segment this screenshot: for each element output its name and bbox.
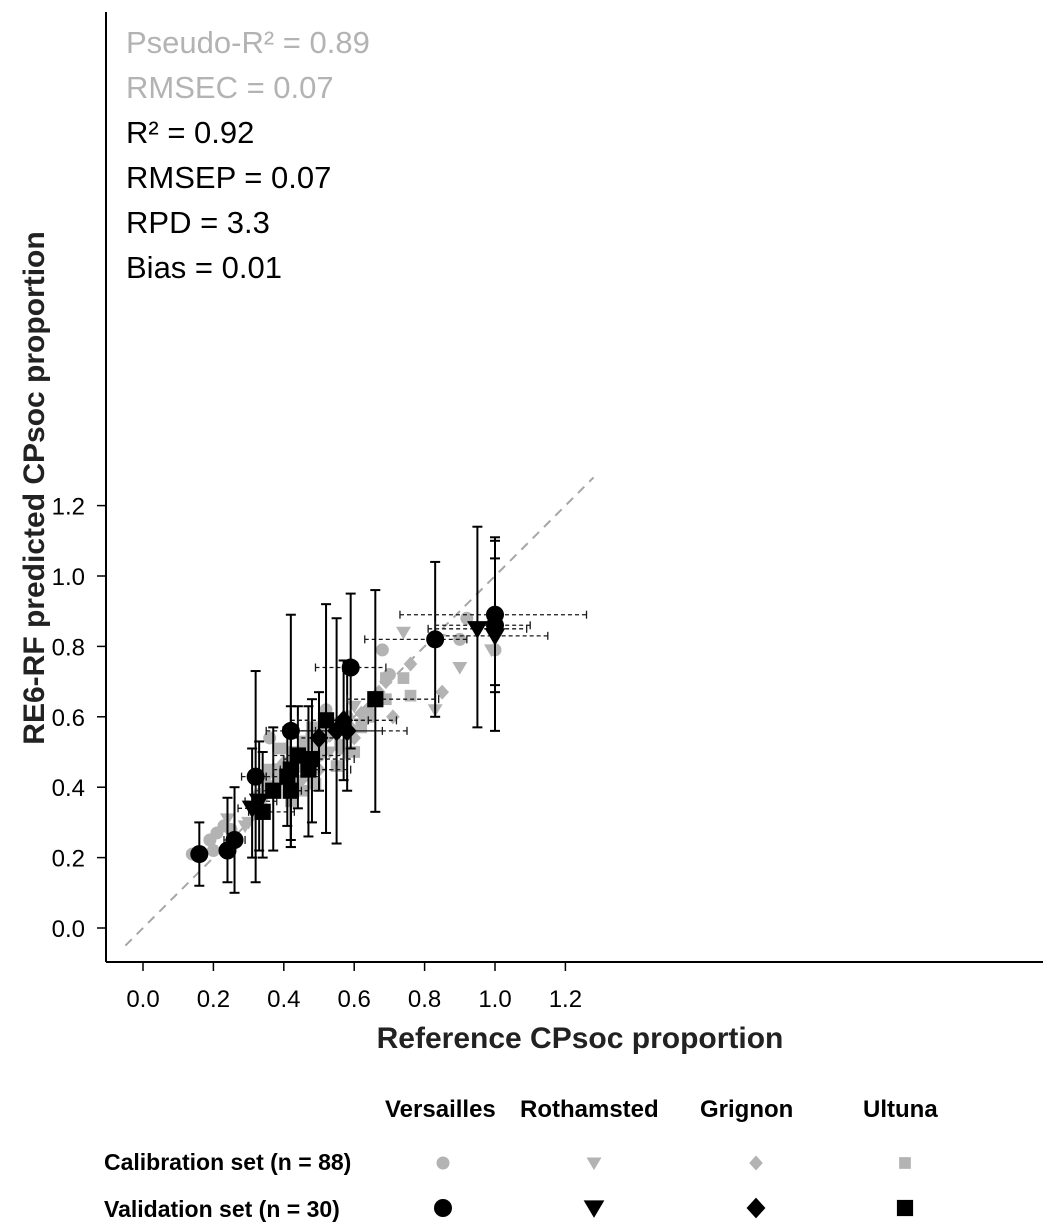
x-tick-label: 1.2 [549,986,582,1013]
validation-point [246,767,265,786]
validation-point [426,630,445,649]
validation-point [289,747,306,764]
calibration-point [263,763,276,776]
calibration-point [263,731,277,745]
x-tick-label: 0.6 [338,986,371,1013]
y-tick-label: 1.2 [52,494,85,521]
legend-validation-label: Validation set (n = 30) [104,1196,340,1222]
calibration-point [397,672,410,684]
validation-point [367,691,384,708]
validation-point [265,782,282,799]
legend-validation-marker-rothamsted [583,1200,605,1218]
legend-calibration-marker-ultuna [899,1157,911,1169]
validation-point [303,750,321,768]
y-tick-label: 0.2 [52,846,85,873]
x-tick-label: 0.8 [408,986,441,1013]
validation-point [248,793,270,812]
stat-rpd: RPD = 3.3 [126,205,270,240]
validation-point [225,831,244,849]
legend-site-grignon: Grignon [700,1096,794,1123]
identity-line [124,476,595,947]
legend-validation-marker-ultuna [896,1199,914,1217]
calibration-point [206,844,220,858]
calibration-point [403,656,418,672]
legend-calibration-marker-rothamsted [586,1157,602,1171]
calibration-point [299,735,311,748]
stat-r2: R² = 0.92 [126,115,255,150]
calibration-point [386,709,400,725]
y-tick-label: 0.8 [52,634,85,661]
legend-calibration-marker-versailles [436,1156,450,1170]
validation-point [467,621,488,639]
x-tick-label: 0.0 [126,986,159,1013]
calibration-point [380,672,392,684]
legend-site-versailles: Versailles [385,1096,496,1123]
validation-point [484,628,506,646]
calibration-point [355,721,368,734]
legend-validation-marker-grignon [746,1197,766,1219]
stat-rmsec: RMSEC = 0.07 [126,70,334,105]
stat-pseudo-r2: Pseudo-R² = 0.89 [126,25,370,60]
x-tick-label: 1.0 [478,986,511,1013]
calibration-point [334,739,346,751]
legend-site-rothamsted: Rothamsted [520,1096,659,1123]
validation-point [309,727,329,749]
validation-point [190,845,209,864]
y-tick-label: 0.4 [52,775,85,802]
calibration-point [396,626,411,640]
stat-bias: Bias = 0.01 [126,250,282,285]
x-tick-label: 0.2 [197,986,230,1013]
validation-point [281,721,300,740]
legend-calibration-label: Calibration set (n = 88) [104,1149,352,1175]
y-axis-title: RE6-RF predicted CPsoc proportion [18,231,51,744]
calibration-point [274,742,287,755]
plot-area [124,476,595,947]
y-tick-label: 0.6 [52,705,85,732]
validation-point [317,712,335,729]
calibration-point [375,643,389,657]
calibration-point [404,689,417,702]
validation-point [282,761,299,778]
x-tick-label: 0.4 [267,986,300,1013]
validation-point [254,803,271,820]
calibration-point [452,661,468,675]
y-tick-label: 1.0 [52,564,85,591]
validation-point [282,782,299,799]
stat-rmsep: RMSEP = 0.07 [126,160,332,195]
validation-point [341,658,360,677]
legend-site-ultuna: Ultuna [863,1096,938,1123]
legend-validation-marker-versailles [434,1199,452,1217]
y-tick-label: 0.0 [52,916,85,943]
x-axis-title: Reference CPsoc proportion [377,1022,784,1055]
legend-calibration-marker-grignon [749,1155,763,1171]
calibration-point [435,684,450,700]
calibration-point [309,777,322,790]
validation-point [337,720,357,742]
calibration-point [348,746,361,758]
